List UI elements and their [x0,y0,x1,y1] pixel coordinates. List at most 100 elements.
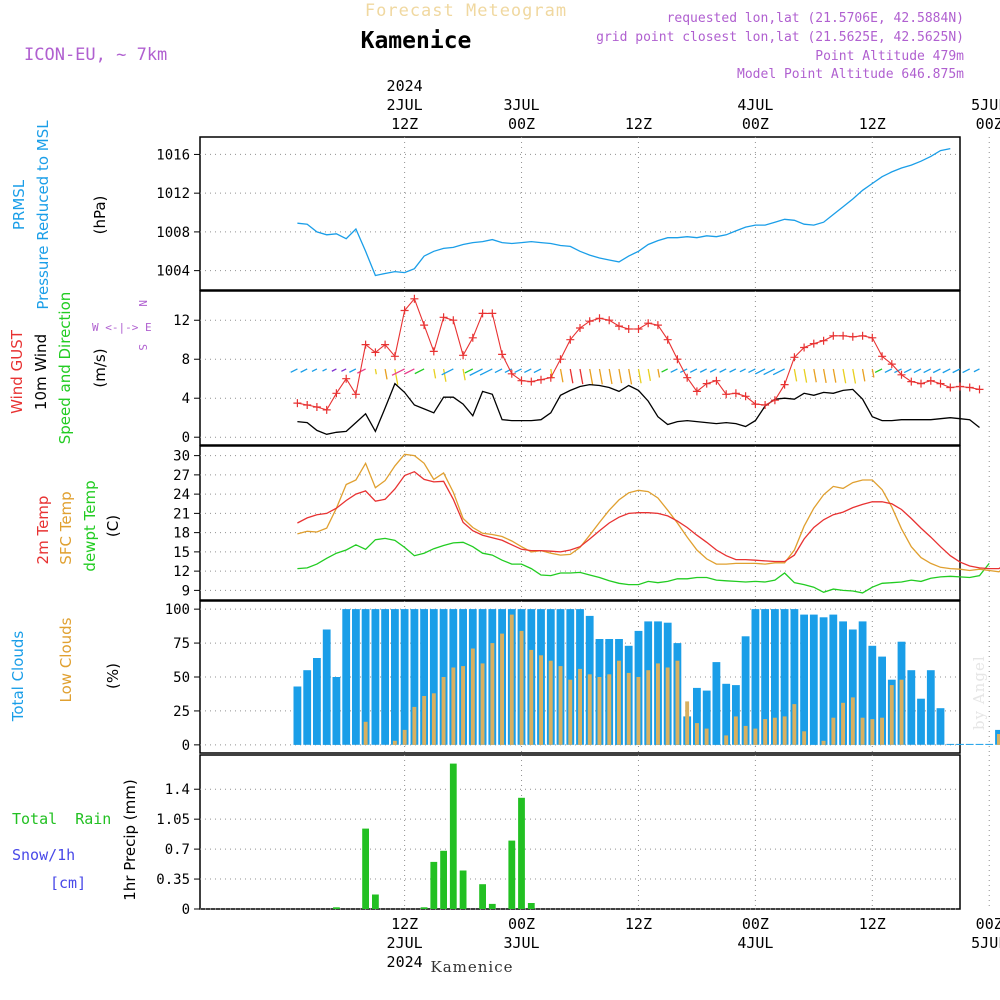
total-cloud-bar [693,687,701,745]
precip-unit: 1hr Precip (mm) [121,779,139,900]
y-tick-label: 21 [173,506,190,522]
rain-bar [527,903,535,909]
wind-direction-arrow [514,368,522,374]
wind-direction-arrow [861,368,866,382]
wind-direction-arrow [763,368,776,376]
wind-direction-arrow [559,368,564,383]
low-cloud-bar [656,663,660,745]
top-time-axis: 20242JUL12Z3JUL00Z12Z4JUL00Z12Z5JUL00Z [387,77,1000,133]
wind-direction-arrow [403,368,415,375]
wind-direction-arrow [394,368,399,385]
wind-direction-arrow [442,368,447,382]
wind-direction-arrow [699,368,707,373]
wind-direction-arrow [384,368,388,380]
low-cloud-bar [889,685,894,745]
total-cloud-bar [732,685,740,745]
total-cloud-bar [848,629,857,745]
wind-direction-arrow [803,368,808,383]
gust-marker [887,360,896,369]
wind-label-10m: 10m Wind [32,334,50,410]
y-tick-label: 25 [173,704,190,720]
top-time-label: 12Z [625,115,652,133]
total-cloud-bar [293,686,302,745]
low-cloud-bar [597,677,602,745]
total-cloud-bar [722,683,731,745]
gust-marker [868,333,877,342]
gust-marker [361,340,370,349]
top-time-label: 5JUL [971,96,1000,114]
total-cloud-bar [391,609,399,745]
low-cloud-bar [753,728,758,745]
gust-marker [605,316,614,325]
total-cloud-bar [878,656,886,745]
panel-frame [199,136,961,291]
gust-marker [761,401,770,409]
panel-frame [199,290,961,446]
wind-direction-arrow [569,368,574,384]
wind-direction-arrow [661,368,668,373]
wind-direction-arrow [793,368,798,382]
precip-label-cm: [cm] [50,874,86,892]
total-cloud-bar [771,609,779,745]
wind-direction-arrow [608,368,613,385]
gust-marker [312,403,321,411]
gust-marker [585,317,594,326]
y-tick-label: 50 [173,670,190,686]
rain-bar [449,763,457,909]
wind-direction-arrow [479,368,493,376]
low-cloud-bar [860,717,865,745]
wind-direction-arrow [331,368,337,372]
y-tick-label: 1.05 [156,812,190,828]
gust-marker [653,321,662,330]
wind-direction-arrow [932,368,941,374]
clouds-label-total: Total Clouds [9,631,27,723]
wind-direction-arrow [923,368,932,374]
total-cloud-bar [985,743,994,745]
gust-marker [371,348,380,357]
low-cloud-bar [422,696,427,745]
wind-direction-arrow [822,368,827,383]
precip-panel: 0 0.35 0.7 1.05 1.4 [156,754,990,918]
total-cloud-bar [965,743,974,745]
gust-marker [390,352,399,361]
gust-marker [956,382,964,391]
gust-marker [741,392,750,401]
wind-direction-arrow [357,368,366,374]
y-tick-label: 24 [173,487,190,503]
gust-marker [420,321,429,330]
gust-marker [624,325,633,333]
rain-bar [440,850,447,909]
wind-label-gust: Wind GUST [8,329,26,414]
low-cloud-bar [509,614,514,745]
low-cloud-bar [704,728,709,745]
y-tick-label: 1016 [156,147,190,163]
gust-marker [556,355,565,364]
wind-direction-arrow [589,368,594,385]
gust-marker [488,309,497,318]
y-tick-label: 9 [182,583,190,599]
bottom-time-label: 00Z [976,915,1000,933]
rain-bar [459,870,467,909]
total-cloud-bar [702,690,711,745]
panel-frame [199,754,961,910]
total-cloud-bar [936,708,945,745]
low-cloud-bar [470,648,475,745]
panel-frame [199,445,961,601]
total-cloud-bar [946,743,955,745]
total-cloud-bar [381,609,389,745]
low-cloud-bar [997,734,1000,745]
low-cloud-bar [733,716,738,745]
wind-direction-arrow [579,368,584,385]
wind-direction-arrow [903,368,912,374]
gust-marker [663,335,672,344]
gust-marker [683,373,692,382]
gust-marker [342,374,351,383]
wind-direction-arrow [813,368,817,383]
model-altitude: Model Point Altitude 646.875m [737,67,964,82]
wind-direction-arrow [748,368,756,374]
wind-direction-arrow [322,368,327,372]
wind-label-speed-dir: Speed and Direction [56,292,74,445]
temperature-labels: 2m Temp SFC Temp dewpt Temp (C) [34,480,122,571]
gust-marker [439,313,448,322]
credit-watermark: by Angel [970,655,988,730]
